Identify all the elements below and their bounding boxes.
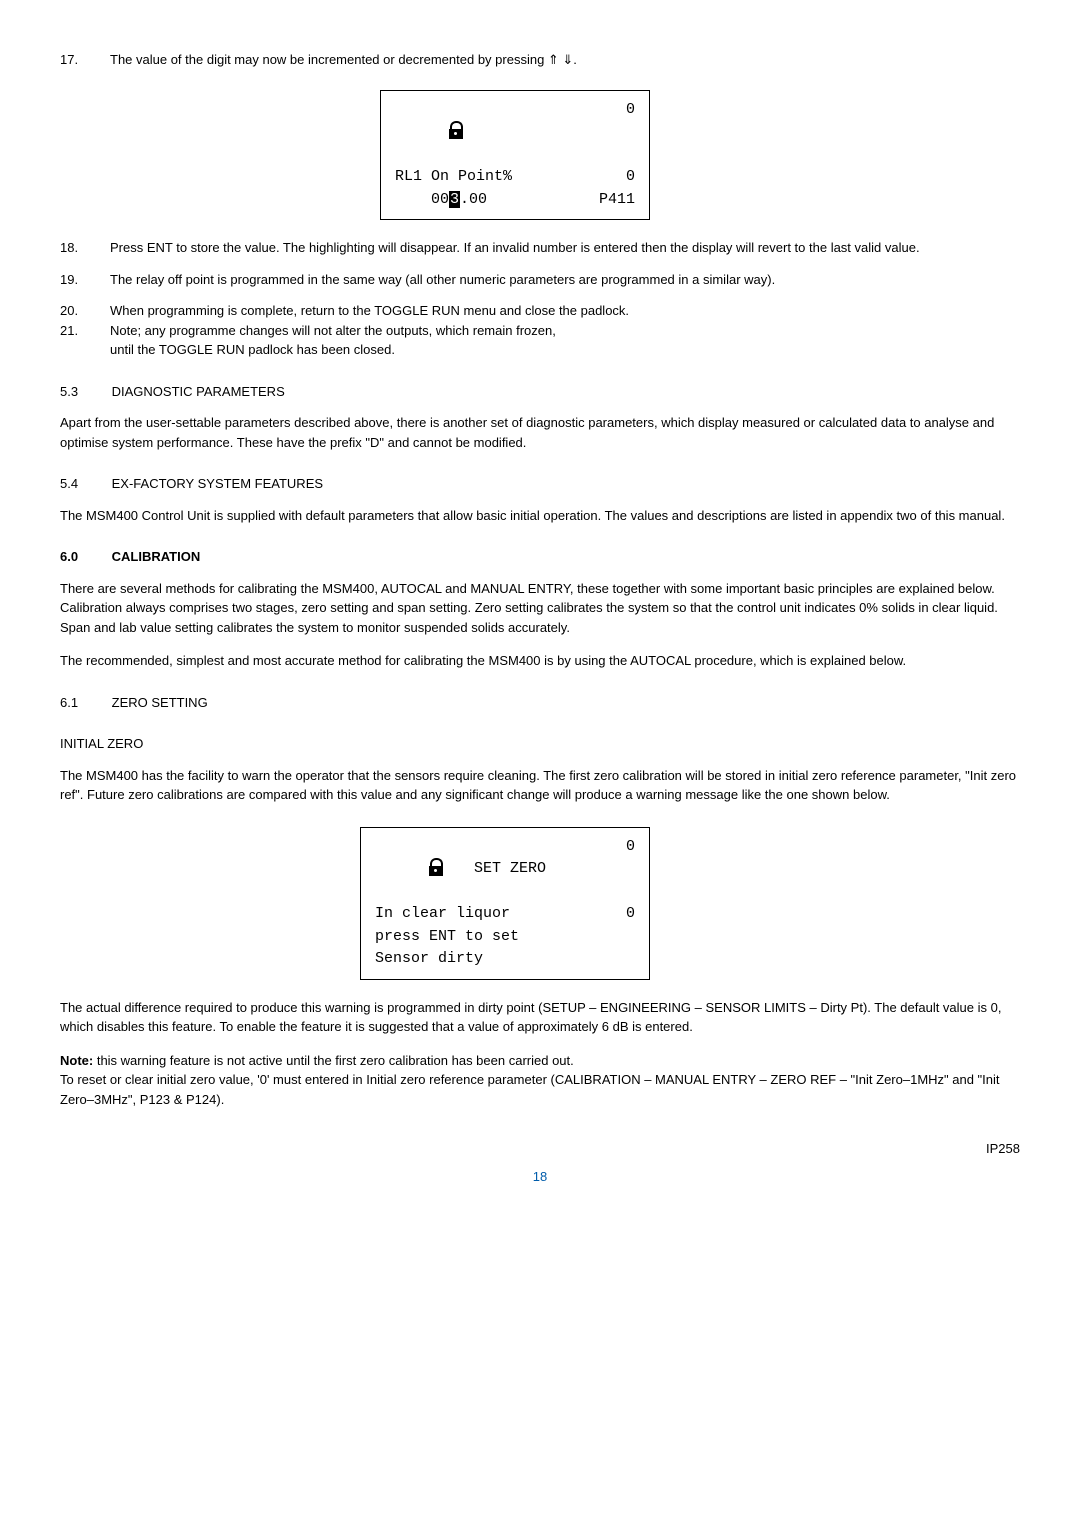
paragraph: The MSM400 has the facility to warn the … (60, 766, 1020, 805)
item-17: 17. The value of the digit may now be in… (60, 50, 1020, 70)
lcd-display-1: 0 RL1 On Point% 0 003.00 P411 (380, 90, 650, 221)
item-18: 18. Press ENT to store the value. The hi… (60, 238, 1020, 258)
section-6-1: 6.1 ZERO SETTING (60, 693, 1020, 713)
lcd-display-2: SET ZERO 0 In clear liquor 0 press ENT t… (360, 827, 650, 980)
lcd-row: 0 (395, 99, 635, 167)
item-20: 20. When programming is complete, return… (60, 301, 1020, 321)
paragraph: There are several methods for calibratin… (60, 579, 1020, 618)
item-21-cont: until the TOGGLE RUN padlock has been cl… (110, 340, 1020, 360)
paragraph: The actual difference required to produc… (60, 998, 1020, 1037)
lcd-value: 0 (626, 166, 635, 189)
section-5-3: 5.3 DIAGNOSTIC PARAMETERS (60, 382, 1020, 402)
item-19: 19. The relay off point is programmed in… (60, 270, 1020, 290)
lcd-value: 0 (626, 836, 635, 904)
item-number: 17. (60, 50, 110, 70)
section-number: 5.4 (60, 474, 108, 494)
note-text: this warning feature is not active until… (93, 1053, 574, 1068)
paragraph: The recommended, simplest and most accur… (60, 651, 1020, 671)
item-text: Press ENT to store the value. The highli… (110, 238, 1020, 258)
section-6-0: 6.0 CALIBRATION (60, 547, 1020, 567)
item-text: The value of the digit may now be increm… (110, 50, 1020, 70)
lcd-row: In clear liquor 0 (375, 903, 635, 926)
padlock-open-icon (449, 123, 463, 139)
highlighted-digit: 3 (449, 191, 460, 208)
lcd-value: 0 (626, 99, 635, 167)
footer-code: IP258 (60, 1139, 1020, 1159)
item-text: Note; any programme changes will not alt… (110, 321, 1020, 341)
paragraph: Note: this warning feature is not active… (60, 1051, 1020, 1071)
lcd-row: SET ZERO 0 (375, 836, 635, 904)
item-number: 19. (60, 270, 110, 290)
item-text: The relay off point is programmed in the… (110, 270, 1020, 290)
item-number: 21. (60, 321, 110, 341)
note-label: Note: (60, 1053, 93, 1068)
paragraph: The MSM400 Control Unit is supplied with… (60, 506, 1020, 526)
section-number: 6.0 (60, 547, 108, 567)
lcd-row: 003.00 P411 (395, 189, 635, 212)
section-5-4: 5.4 EX-FACTORY SYSTEM FEATURES (60, 474, 1020, 494)
subsection-initial-zero: INITIAL ZERO (60, 734, 1020, 754)
section-number: 6.1 (60, 693, 108, 713)
item-text: When programming is complete, return to … (110, 301, 1020, 321)
page-number: 18 (60, 1167, 1020, 1187)
section-title: CALIBRATION (112, 549, 201, 564)
lcd-value: 0 (626, 903, 635, 926)
section-title: EX-FACTORY SYSTEM FEATURES (112, 476, 323, 491)
item-21: 21. Note; any programme changes will not… (60, 321, 1020, 341)
item-number: 20. (60, 301, 110, 321)
paragraph: To reset or clear initial zero value, '0… (60, 1070, 1020, 1109)
padlock-open-icon (429, 860, 443, 876)
section-title: DIAGNOSTIC PARAMETERS (112, 384, 285, 399)
lcd-row: Sensor dirty (375, 948, 635, 971)
section-number: 5.3 (60, 382, 108, 402)
section-title: ZERO SETTING (112, 695, 208, 710)
lcd-row: press ENT to set (375, 926, 635, 949)
lcd-row: RL1 On Point% 0 (395, 166, 635, 189)
item-number: 18. (60, 238, 110, 258)
paragraph: Apart from the user-settable parameters … (60, 413, 1020, 452)
paragraph: Span and lab value setting calibrates th… (60, 618, 1020, 638)
lcd-param: P411 (599, 189, 635, 212)
